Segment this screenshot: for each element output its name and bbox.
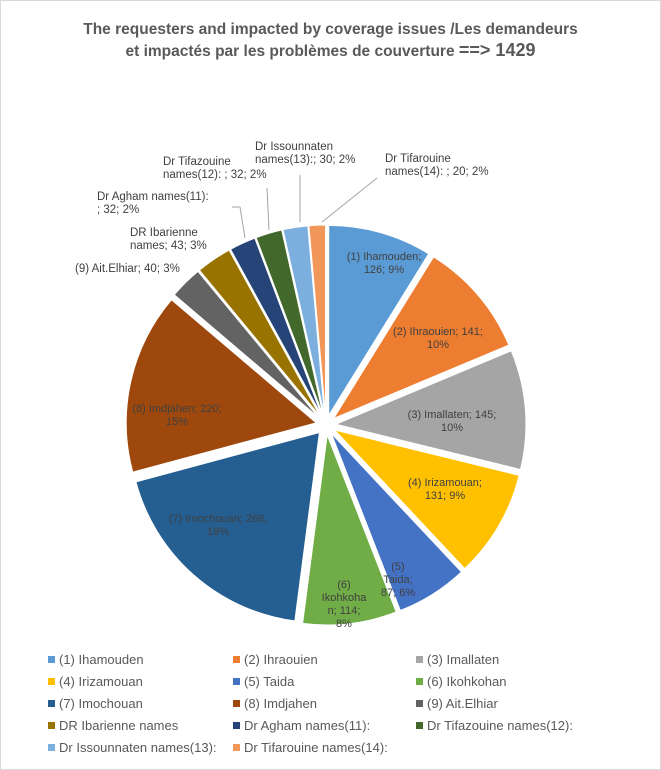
pie-slice-14 (308, 224, 327, 416)
legend-item-10: DR Ibarienne names (48, 718, 178, 733)
legend-swatch-5 (233, 678, 240, 686)
legend-label-3: (3) Imallaten (427, 652, 500, 667)
legend-item-2: (2) Ihraouien (233, 652, 318, 667)
pie-slice-13 (282, 225, 325, 416)
legend-label-2: (2) Ihraouien (244, 652, 318, 667)
legend-swatch-14 (233, 744, 240, 752)
legend-swatch-4 (48, 678, 55, 686)
pie-slice-11 (229, 237, 323, 417)
pie-slice-7 (135, 431, 321, 622)
legend-label-13: Dr Issounnaten names(13): (59, 740, 217, 755)
legend-label-11: Dr Agham names(11): (244, 718, 371, 733)
pie-slice-4 (333, 429, 520, 570)
slice-label-1: (1) Ihamouden; 126; 9% (347, 251, 422, 276)
slice-label-8: (8) Imdjahen; 220; 15% (132, 403, 221, 428)
legend-swatch-7 (48, 700, 55, 708)
pie-slice-12 (255, 229, 324, 416)
legend-swatch-11 (233, 722, 240, 730)
slice-label-14: Dr Tifarouine names(14): ; 20; 2% (385, 153, 489, 178)
pie-slice-2 (332, 256, 510, 420)
pie-slice-8 (125, 299, 318, 473)
legend-item-4: (4) Irizamouan (48, 674, 143, 689)
legend-swatch-6 (416, 678, 423, 686)
legend-item-14: Dr Tifarouine names(14): (233, 740, 388, 755)
legend-item-8: (8) Imdjahen (233, 696, 317, 711)
pie-slice-5 (330, 433, 463, 612)
pie-slice-10 (198, 249, 321, 418)
pie-slice-3 (334, 350, 527, 471)
slice-label-6: (6) Ikohkoha n; 114; 8% (322, 579, 368, 630)
slice-label-5: (5) Taida; 87; 6% (381, 561, 415, 599)
chart-title-total: ==> 1429 (458, 40, 536, 60)
legend-swatch-10 (48, 722, 55, 730)
legend-swatch-13 (48, 744, 55, 752)
chart-title-line1: The requesters and impacted by coverage … (83, 21, 578, 38)
legend-item-6: (6) Ikohkohan (416, 674, 507, 689)
pie-slice-6 (302, 434, 397, 626)
pie-slice-9 (173, 270, 320, 419)
legend-label-12: Dr Tifazouine names(12): (427, 718, 573, 733)
chart-title-line2-text: et impactés par les problèmes de couvert… (125, 43, 455, 60)
slice-label-9: (9) Ait.Elhiar; 40; 3% (75, 263, 180, 275)
legend-label-4: (4) Irizamouan (59, 674, 143, 689)
slice-label-2: (2) Ihraouien; 141; 10% (393, 326, 483, 351)
legend-swatch-2 (233, 656, 240, 664)
legend-swatch-3 (416, 656, 423, 664)
slice-label-3: (3) Imallaten; 145; 10% (408, 409, 497, 434)
legend-label-7: (7) Imochouan (59, 696, 143, 711)
leader-line-11 (232, 206, 246, 239)
slice-label-10: DR Ibarienne names; 43; 3% (130, 227, 207, 252)
legend-swatch-8 (233, 700, 240, 708)
slice-label-13: Dr Issounnaten names(13):; 30; 2% (255, 141, 355, 166)
legend-label-8: (8) Imdjahen (244, 696, 317, 711)
legend-item-11: Dr Agham names(11): (233, 718, 370, 733)
slice-label-7: (7) Imochouan; 268; 19% (169, 513, 267, 538)
leader-line-14 (321, 177, 378, 223)
legend-label-5: (5) Taida (244, 674, 295, 689)
slice-label-11: Dr Agham names(11):; 32; 2% (97, 191, 209, 216)
pie-slice-1 (328, 224, 430, 418)
leader-line-12 (266, 187, 270, 231)
legend-label-14: Dr Tifarouine names(14): (244, 740, 388, 755)
legend-item-3: (3) Imallaten (416, 652, 499, 667)
legend-item-5: (5) Taida (233, 674, 294, 689)
legend-item-12: Dr Tifazouine names(12): (416, 718, 573, 733)
legend-item-13: Dr Issounnaten names(13): (48, 740, 217, 755)
legend-swatch-9 (416, 700, 423, 708)
chart-title: The requesters and impacted by coverage … (0, 20, 661, 62)
legend-swatch-1 (48, 656, 55, 664)
legend-label-6: (6) Ikohkohan (427, 674, 507, 689)
chart-title-line2: et impactés par les problèmes de couvert… (0, 40, 661, 62)
legend-label-1: (1) Ihamouden (59, 652, 144, 667)
legend-label-10: DR Ibarienne names (59, 718, 179, 733)
slice-label-4: (4) Irizamouan; 131; 9% (408, 477, 482, 502)
legend-item-1: (1) Ihamouden (48, 652, 144, 667)
legend-swatch-12 (416, 722, 423, 730)
legend-label-9: (9) Ait.Elhiar (427, 696, 498, 711)
legend-item-7: (7) Imochouan (48, 696, 143, 711)
slice-label-12: Dr Tifazouine names(12): ; 32; 2% (163, 156, 267, 181)
legend-item-9: (9) Ait.Elhiar (416, 696, 498, 711)
